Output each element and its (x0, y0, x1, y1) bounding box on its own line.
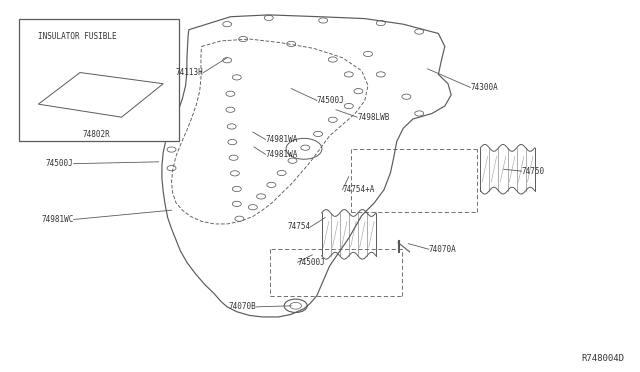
Text: 74070A: 74070A (429, 245, 456, 254)
Text: 74981WA: 74981WA (266, 135, 298, 144)
Text: INSULATOR FUSIBLE: INSULATOR FUSIBLE (38, 32, 117, 41)
Text: 74300A: 74300A (470, 83, 498, 92)
Text: 74500J: 74500J (46, 159, 74, 168)
Text: 74750: 74750 (522, 167, 545, 176)
Text: 74754+A: 74754+A (342, 185, 375, 194)
Text: 74981WA: 74981WA (266, 150, 298, 159)
Text: R748004D: R748004D (581, 354, 624, 363)
Text: 74113H: 74113H (176, 68, 204, 77)
Bar (19, 19, 179, 141)
Text: 74981WC: 74981WC (41, 215, 74, 224)
Text: 74500J: 74500J (298, 258, 325, 267)
Text: 74500J: 74500J (317, 96, 344, 105)
Text: 74070B: 74070B (228, 302, 256, 311)
Text: 7498LWB: 7498LWB (357, 113, 390, 122)
Text: 74802R: 74802R (82, 130, 110, 139)
Text: 74754: 74754 (287, 222, 310, 231)
